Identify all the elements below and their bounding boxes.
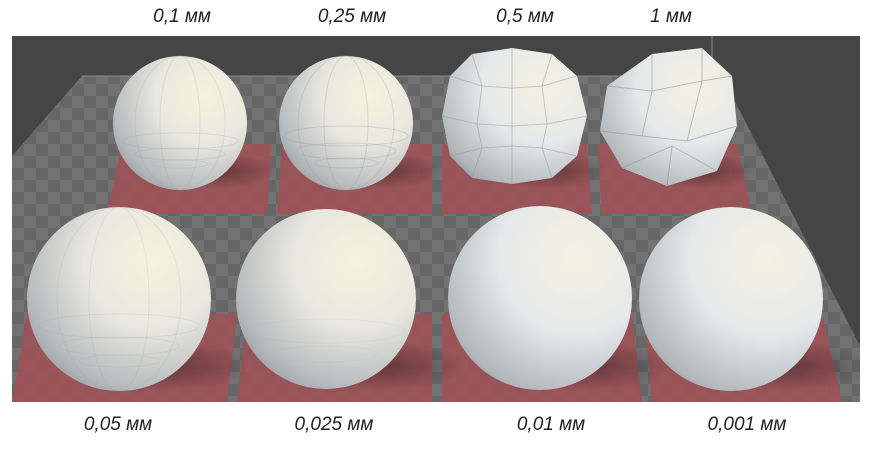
caption-bottom-4: 0,001 мм (707, 414, 787, 435)
caption-top-4: 1 мм (650, 6, 692, 27)
caption-bottom-1: 0,05 мм (83, 414, 153, 435)
sphere-bottom-2 (236, 209, 416, 389)
sphere-bottom-4 (639, 207, 823, 391)
sphere-top-3 (441, 48, 588, 184)
sphere-bottom-3 (448, 206, 632, 390)
caption-top-2: 0,25 мм (317, 6, 387, 27)
sphere-top-4 (599, 48, 738, 187)
caption-bottom-2: 0,025 мм (294, 414, 374, 435)
sphere-bottom-1 (27, 206, 211, 392)
sphere-top-2 (279, 55, 413, 191)
sphere-top-1 (113, 55, 247, 191)
caption-bottom-3: 0,01 мм (516, 414, 586, 435)
caption-top-1: 0,1 мм (153, 6, 211, 27)
render-viewport (12, 36, 860, 402)
render-scene (12, 36, 860, 402)
caption-top-3: 0,5 мм (496, 6, 554, 27)
